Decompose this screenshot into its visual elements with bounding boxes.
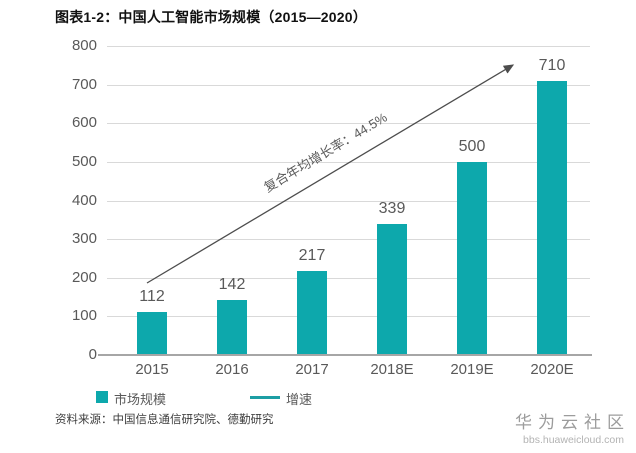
- gridline: [107, 123, 590, 125]
- gridline: [107, 239, 590, 241]
- bar-value-label: 339: [378, 200, 406, 218]
- watermark-name: 华为云社区: [515, 413, 630, 432]
- x-axis-line: [98, 354, 592, 356]
- bar-2020E: [537, 80, 567, 355]
- legend-growth-line-icon: [250, 396, 280, 399]
- y-tick-label: 300: [71, 230, 97, 248]
- y-tick-label: 400: [71, 191, 97, 209]
- bar-value-label: 217: [298, 247, 326, 265]
- chart-title: 图表1-2：中国人工智能市场规模（2015—2020）: [55, 9, 367, 25]
- legend-growth-label: 增速: [286, 392, 313, 407]
- gridline: [107, 200, 590, 202]
- gridline: [107, 46, 590, 47]
- bar-2019E: [457, 161, 487, 355]
- legend-market-swatch: [96, 391, 108, 403]
- x-tick-label: 2019E: [450, 361, 494, 378]
- x-tick-label: 2015: [135, 361, 169, 378]
- bar-2018E: [377, 224, 407, 355]
- source-note: 资料来源：中国信息通信研究院、德勤研究: [55, 414, 274, 426]
- bar-value-label: 142: [218, 276, 246, 294]
- y-tick-label: 500: [71, 152, 97, 170]
- gridline: [107, 316, 590, 318]
- gridline: [107, 161, 590, 163]
- y-tick-label: 800: [71, 37, 97, 54]
- plot-area: 112 142 217 339 500 710: [107, 46, 590, 355]
- bar-2015: [137, 311, 167, 355]
- x-tick-label: 2018E: [370, 361, 414, 378]
- legend-market-label: 市场规模: [114, 392, 167, 407]
- x-tick-label: 2016: [215, 361, 249, 378]
- watermark-url: bbs.huaweicloud.com: [523, 434, 624, 446]
- y-tick-label: 200: [71, 268, 97, 286]
- bar-value-label: 112: [139, 287, 165, 305]
- x-tick-label: 2020E: [530, 361, 574, 378]
- y-tick-label: 100: [71, 307, 97, 325]
- x-tick-label: 2017: [295, 361, 329, 378]
- bar-2017: [297, 271, 327, 355]
- y-tick-label: 700: [71, 75, 97, 93]
- gridline: [107, 84, 590, 86]
- bar-2016: [217, 300, 247, 355]
- bar-value-label: 500: [458, 137, 486, 155]
- bar-value-label: 710: [538, 56, 566, 74]
- watermark: 华为云社区 bbs.huaweicloud.com: [515, 408, 624, 446]
- gridline: [107, 277, 590, 279]
- y-tick-label: 0: [88, 346, 97, 363]
- y-tick-label: 600: [71, 114, 97, 132]
